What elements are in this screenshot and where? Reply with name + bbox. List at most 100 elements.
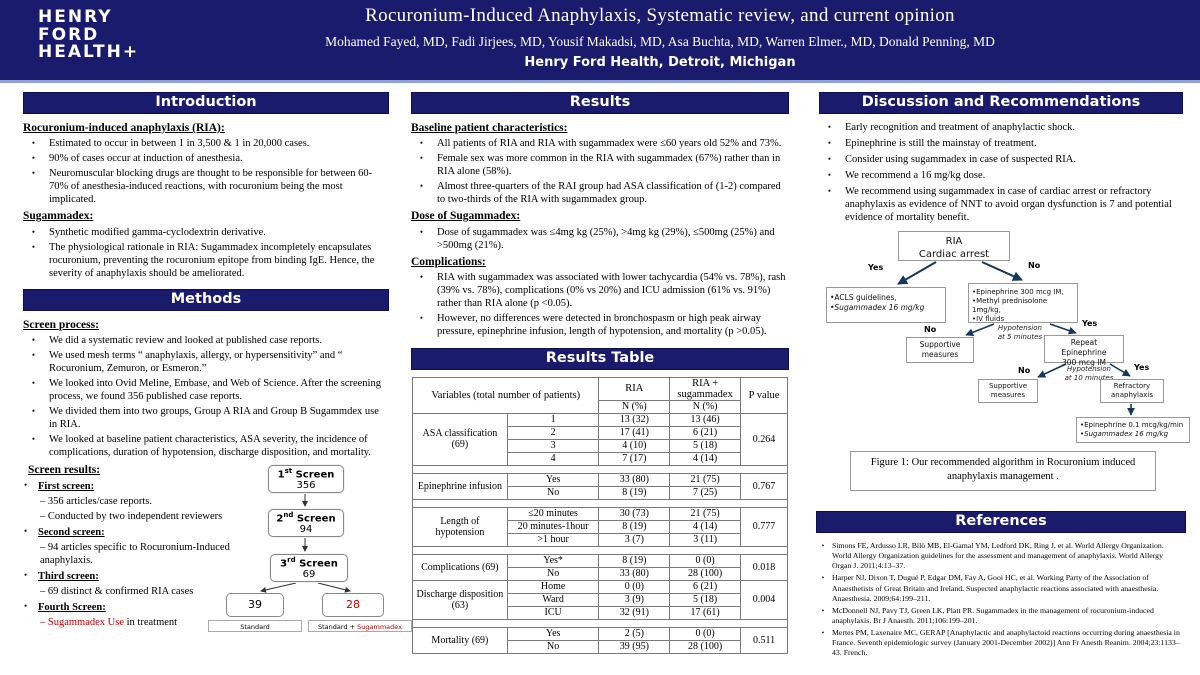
table-value: 13 (46): [669, 412, 742, 427]
table-group-name: Epinephrine infusion: [412, 472, 508, 500]
table-header-row-1: Variables (total number of patients) RIA…: [411, 376, 788, 414]
bullet-glyph: •: [31, 434, 36, 444]
table-separator-cell: [412, 545, 788, 555]
algo-label-no-3: No: [1018, 366, 1031, 375]
table-group-name: Complications (69): [412, 553, 508, 581]
table-row: Complications (69) Yes* 8 (19) 0 (0) 0.018: [412, 553, 788, 581]
bullet-text: However, no differences were detected in…: [437, 312, 767, 337]
bullet-item: • The physiological rationale in RIA: Sug…: [29, 241, 389, 280]
bullet-item: • Synthetic modified gamma-cyclodextrin d…: [29, 226, 389, 239]
screen-result-item: • Fourth Screen:: [24, 601, 265, 614]
table-value: 7 (17): [598, 451, 671, 466]
table-value: 5 (18): [669, 438, 742, 453]
table-separator-cell: [412, 498, 788, 508]
section-header-discussion: Discussion and Recommendations: [819, 92, 1183, 114]
bullet-text: Consider using sugammadex in case of sus…: [845, 154, 1076, 166]
table-subcategory: ≤20 minutes: [506, 506, 600, 521]
table-separator-cell: [412, 464, 788, 474]
flow-box-screen-3: 3rd Screen 69: [270, 554, 348, 583]
flow-box-sugammadex-count: 28: [322, 593, 384, 618]
table-subcategory: ICU: [506, 605, 600, 620]
table-group-name: ASA classification (69): [412, 412, 508, 466]
logo-line-3: HEALTH+: [38, 42, 140, 63]
algo-box-ria-cardiac-arrest: RIA Cardiac arrest: [898, 231, 1010, 261]
bullet-item: • Consider using sugammadex in case of su…: [825, 153, 1183, 166]
bullet-glyph: •: [419, 312, 424, 323]
flow-tag-standard-sugammadex: Standard + Sugammadex: [308, 620, 412, 633]
results-table: Variables (total number of patients) RIA…: [411, 376, 788, 654]
table-subcategory: 20 minutes-1hour: [506, 519, 600, 534]
column-middle: Results Baseline patient characteristics…: [408, 83, 792, 654]
bullet-text: Epinephrine is still the mainstay of tre…: [845, 138, 1037, 150]
table-value: 3 (9): [598, 592, 671, 607]
discussion-content: • Early recognition and treatment of anap…: [816, 121, 1186, 224]
table-subcategory: 2: [506, 425, 600, 440]
bullet-glyph: •: [31, 168, 36, 179]
table-p-value: 0.511: [740, 626, 788, 654]
bullet-text: Mertes PM, Laxenaire MC, GERAP [Anaphyla…: [832, 628, 1180, 658]
management-algorithm-flowchart: RIA Cardiac arrest Yes No •ACLS guideline…: [816, 225, 1190, 445]
col-header-ria: RIA: [598, 376, 671, 401]
table-value: 2 (5): [598, 626, 671, 641]
bullet-glyph: •: [419, 181, 424, 192]
bullet-glyph: •: [419, 271, 424, 282]
table-value: 5 (18): [669, 592, 742, 607]
screen-result-sub: – 94 articles specific to Rocuronium-Ind…: [40, 542, 230, 567]
poster-affiliation: Henry Ford Health, Detroit, Michigan: [524, 55, 796, 70]
bullet-text: Synthetic modified gamma-cyclodextrin de…: [49, 226, 266, 238]
bullet-glyph: •: [24, 480, 28, 491]
table-value: 17 (61): [669, 605, 742, 620]
table-row: ASA classification (69) 1 13 (32) 13 (46) 0.…: [412, 412, 788, 466]
algo-box-epinephrine: •Epinephrine 300 mcg IM, •Methyl predniso…: [968, 283, 1078, 323]
bullet-glyph: •: [24, 526, 28, 537]
table-subcategory: 3: [506, 438, 600, 453]
bullet-glyph: •: [827, 186, 832, 197]
table-group-name: Mortality (69): [412, 626, 508, 654]
bullet-text: Harper NJ, Dixon T, Dugué P, Edgar DM, F…: [832, 573, 1159, 603]
algo-box-supportive-measures-1: Supportive measures: [906, 337, 974, 363]
bullet-text: We recommend a 16 mg/kg dose.: [845, 170, 986, 182]
bullet-text: We looked at baseline patient characteri…: [49, 434, 371, 459]
bullet-item: • Neuromuscular blocking drugs are though…: [29, 167, 389, 206]
bullet-glyph: •: [419, 226, 424, 237]
screen-result-item: • Second screen:: [24, 526, 265, 539]
bullet-glyph: •: [419, 153, 424, 164]
bullet-text: Almost three-quarters of the RAI group h…: [437, 181, 781, 206]
bullet-item: • Harper NJ, Dixon T, Dugué P, Edgar DM, …: [820, 573, 1184, 603]
bullet-glyph: •: [827, 122, 832, 132]
flow-box-screen-1: 1st Screen 356: [268, 465, 344, 494]
screen-3-count: 69: [302, 569, 316, 581]
bullet-text: 90% of cases occur at induction of anest…: [49, 153, 243, 165]
subsection-heading: Complications:: [411, 255, 486, 268]
screen-3-label: 3rd Screen: [280, 556, 338, 570]
table-value: 4 (14): [669, 451, 742, 466]
bullet-text: Dose of sugammadex was ≤4mg kg (25%), >4…: [437, 226, 775, 251]
section-header-results-table: Results Table: [411, 347, 789, 370]
bullet-text: We recommend using sugammadex in case of…: [845, 186, 1172, 224]
screen-results-block: Screen results: • First screen: – 356 artic…: [20, 463, 412, 645]
col-subheader-n-pct-ria: N (%): [598, 399, 671, 414]
table-value: 30 (73): [598, 506, 671, 521]
poster-header: HENRY FORD HEALTH+ Rocuronium-Induced An…: [0, 0, 1200, 83]
section-header-references: References: [816, 511, 1186, 533]
henry-ford-health-logo: HENRY FORD HEALTH+: [38, 8, 140, 63]
bullet-text: The physiological rationale in RIA: Suga…: [49, 241, 375, 279]
table-value: 0 (0): [669, 553, 742, 568]
bullet-glyph: •: [31, 334, 36, 345]
bullet-item: • RIA with sugammadex was associated with…: [417, 271, 789, 310]
screen-results-list: Screen results: • First screen: – 356 artic…: [20, 463, 265, 629]
bullet-text: We looked into Ovid Meline, Embase, and …: [49, 377, 381, 402]
table-separator-row: [412, 498, 788, 508]
section-header-methods: Methods: [23, 288, 389, 311]
logo-line-2: FORD: [38, 24, 100, 45]
table-value: 13 (32): [598, 412, 671, 427]
subsection-heading: Dose of Sugammadex:: [411, 210, 521, 223]
table-value: 8 (19): [598, 553, 671, 568]
table-subcategory: 1: [506, 412, 600, 427]
table-value: 0 (0): [669, 626, 742, 641]
table-value: 3 (7): [598, 532, 671, 547]
bullet-glyph: •: [419, 138, 424, 149]
screen-1-label: 1st Screen: [277, 467, 335, 481]
table-subcategory: No: [506, 566, 600, 581]
